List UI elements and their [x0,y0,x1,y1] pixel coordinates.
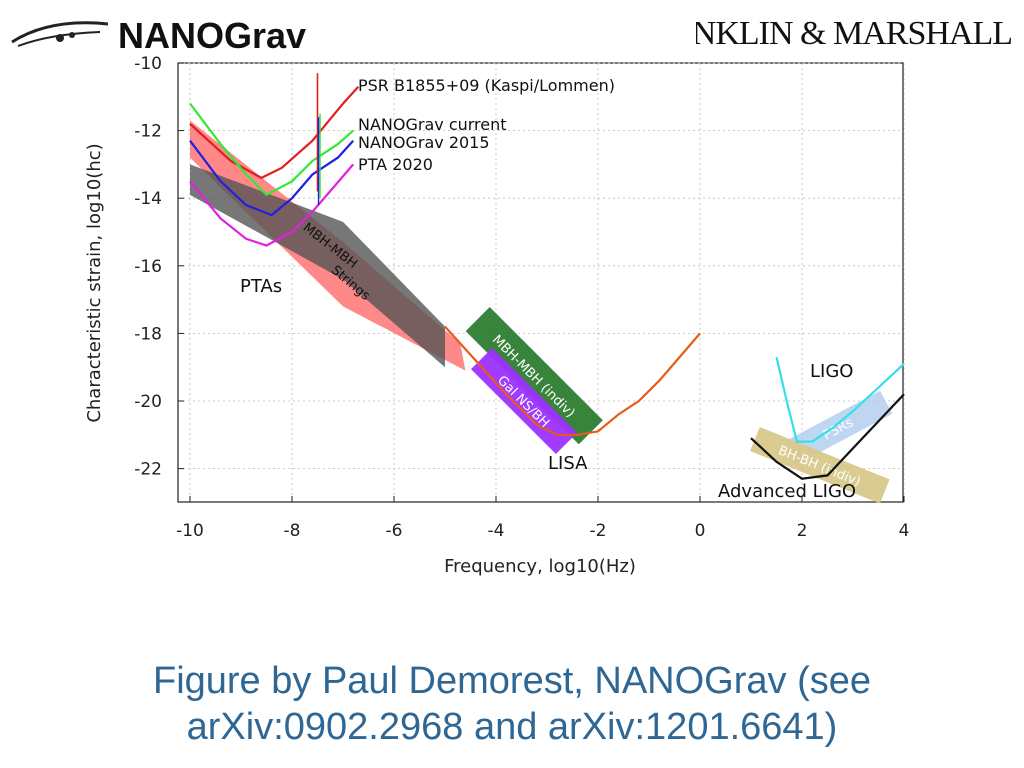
region-box-fill [750,426,890,504]
x-axis-ticks: -10 -8 -6 -4 -2 0 2 4 [176,496,909,541]
caption-line-2: arXiv:0902.2968 and arXiv:1201.6641) [186,706,838,748]
annotation-label: Advanced LIGO [718,481,856,502]
x-tick-label: -6 [386,521,403,541]
series-label: NANOGrav current [358,115,507,134]
series-line-psr-b1855-09-kaspi-lommen- [189,85,360,180]
figure-caption: Figure by Paul Demorest, NANOGrav (see a… [0,658,1024,750]
series-line-lisa [444,325,701,436]
series-label: PSR B1855+09 (Kaspi/Lommen) [358,76,615,95]
annotation-label: LIGO [810,361,853,382]
gw-sensitivity-chart: -10 -8 -6 -4 -2 0 2 4 -10-12-14-16-18-20-22 MBH… [84,54,909,577]
curve-labels: PSR B1855+09 (Kaspi/Lommen) NANOGrav curr… [240,76,856,502]
x-tick-label: -4 [488,521,505,541]
nanograv-swoosh-icon [11,21,109,47]
x-tick-label: -10 [176,521,204,541]
y-axis-label: Characteristic strain, log10(hc) [84,143,105,422]
y-tick-label: -14 [134,189,162,209]
region-mbh-mbh [190,164,445,368]
franklin-marshall-logo: FRANKLIN & MARSHALL [696,15,1013,52]
y-axis-ticks: -10 -12 -14 -16 -18 -20 -22 [134,54,184,480]
series-line-pta-2020 [189,163,355,247]
series-label: NANOGrav 2015 [358,133,490,152]
series-label: PTA 2020 [358,155,433,174]
series-line-advanced-ligo [750,393,905,480]
y-tick-label: -10 [134,54,162,74]
series-line-nanograv-current [189,102,354,197]
x-tick-label: -2 [590,521,607,541]
x-tick-label: 2 [797,521,808,541]
y-tick-label: -22 [134,460,162,480]
grid-lines [178,62,905,502]
region-box-psrs: PSRs [783,390,893,466]
x-tick-label: 0 [695,521,706,541]
franklin-marshall-logo-text: FRANKLIN & MARSHALL [696,15,1012,52]
x-axis-label: Frequency, log10(Hz) [444,556,636,577]
region-box-fill [465,307,603,445]
y-tick-label: -18 [134,324,162,344]
y-tick-label: -20 [134,392,162,412]
region-box-fill [471,347,578,455]
nanograv-logo: NANOGrav [11,15,306,52]
sensitivity-curves [189,73,905,480]
y-tick-label: -12 [134,122,162,142]
region-box-fill [783,390,893,466]
x-tick-label: 4 [899,521,910,541]
annotation-label: LISA [548,453,588,474]
caption-line-1: Figure by Paul Demorest, NANOGrav (see [152,660,871,702]
series-line-ligo [775,356,905,443]
nanograv-logo-text: NANOGrav [118,15,306,52]
y-tick-label: -16 [134,257,162,277]
annotation-label: PTAs [240,276,282,297]
x-tick-label: -8 [284,521,301,541]
series-line-nanograv-2015 [189,139,355,217]
